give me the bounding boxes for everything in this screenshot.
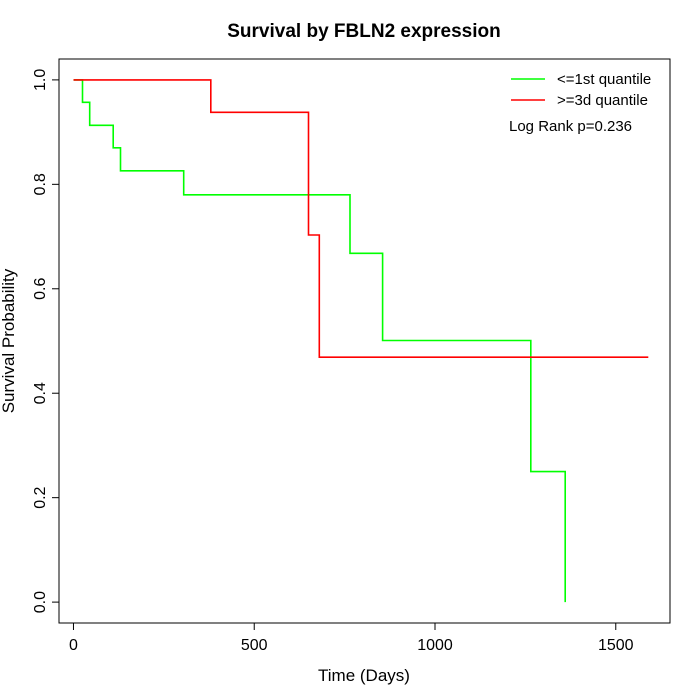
x-axis: 0 500 1000 1500 [69, 622, 634, 654]
chart-title: Survival by FBLN2 expression [227, 21, 501, 42]
y-tick-label: 1.0 [32, 69, 49, 91]
series-line-1 [73, 79, 649, 359]
x-axis-label: Time (Days) [318, 666, 410, 685]
y-tick-label: 0.4 [32, 382, 49, 404]
x-tick-label: 1000 [417, 637, 453, 654]
legend: <=1st quantile >=3d quantile [511, 71, 651, 109]
x-tick-label: 0 [69, 637, 78, 654]
y-tick-label: 0.0 [32, 591, 49, 613]
y-tick-label: 0.8 [32, 173, 49, 195]
plot-frame [58, 58, 671, 624]
legend-label: <=1st quantile [557, 71, 651, 88]
log-rank-annotation: Log Rank p=0.236 [509, 118, 632, 135]
legend-label: >=3d quantile [557, 92, 648, 109]
y-tick-label: 0.6 [32, 278, 49, 300]
y-axis: 0.0 0.2 0.4 0.6 0.8 1.0 [32, 69, 59, 613]
y-axis-label: Survival Probability [0, 268, 18, 413]
series-line-0 [73, 79, 567, 603]
series-layer [73, 79, 649, 603]
x-tick-label: 1500 [598, 637, 634, 654]
x-tick-label: 500 [241, 637, 268, 654]
y-tick-label: 0.2 [32, 486, 49, 508]
